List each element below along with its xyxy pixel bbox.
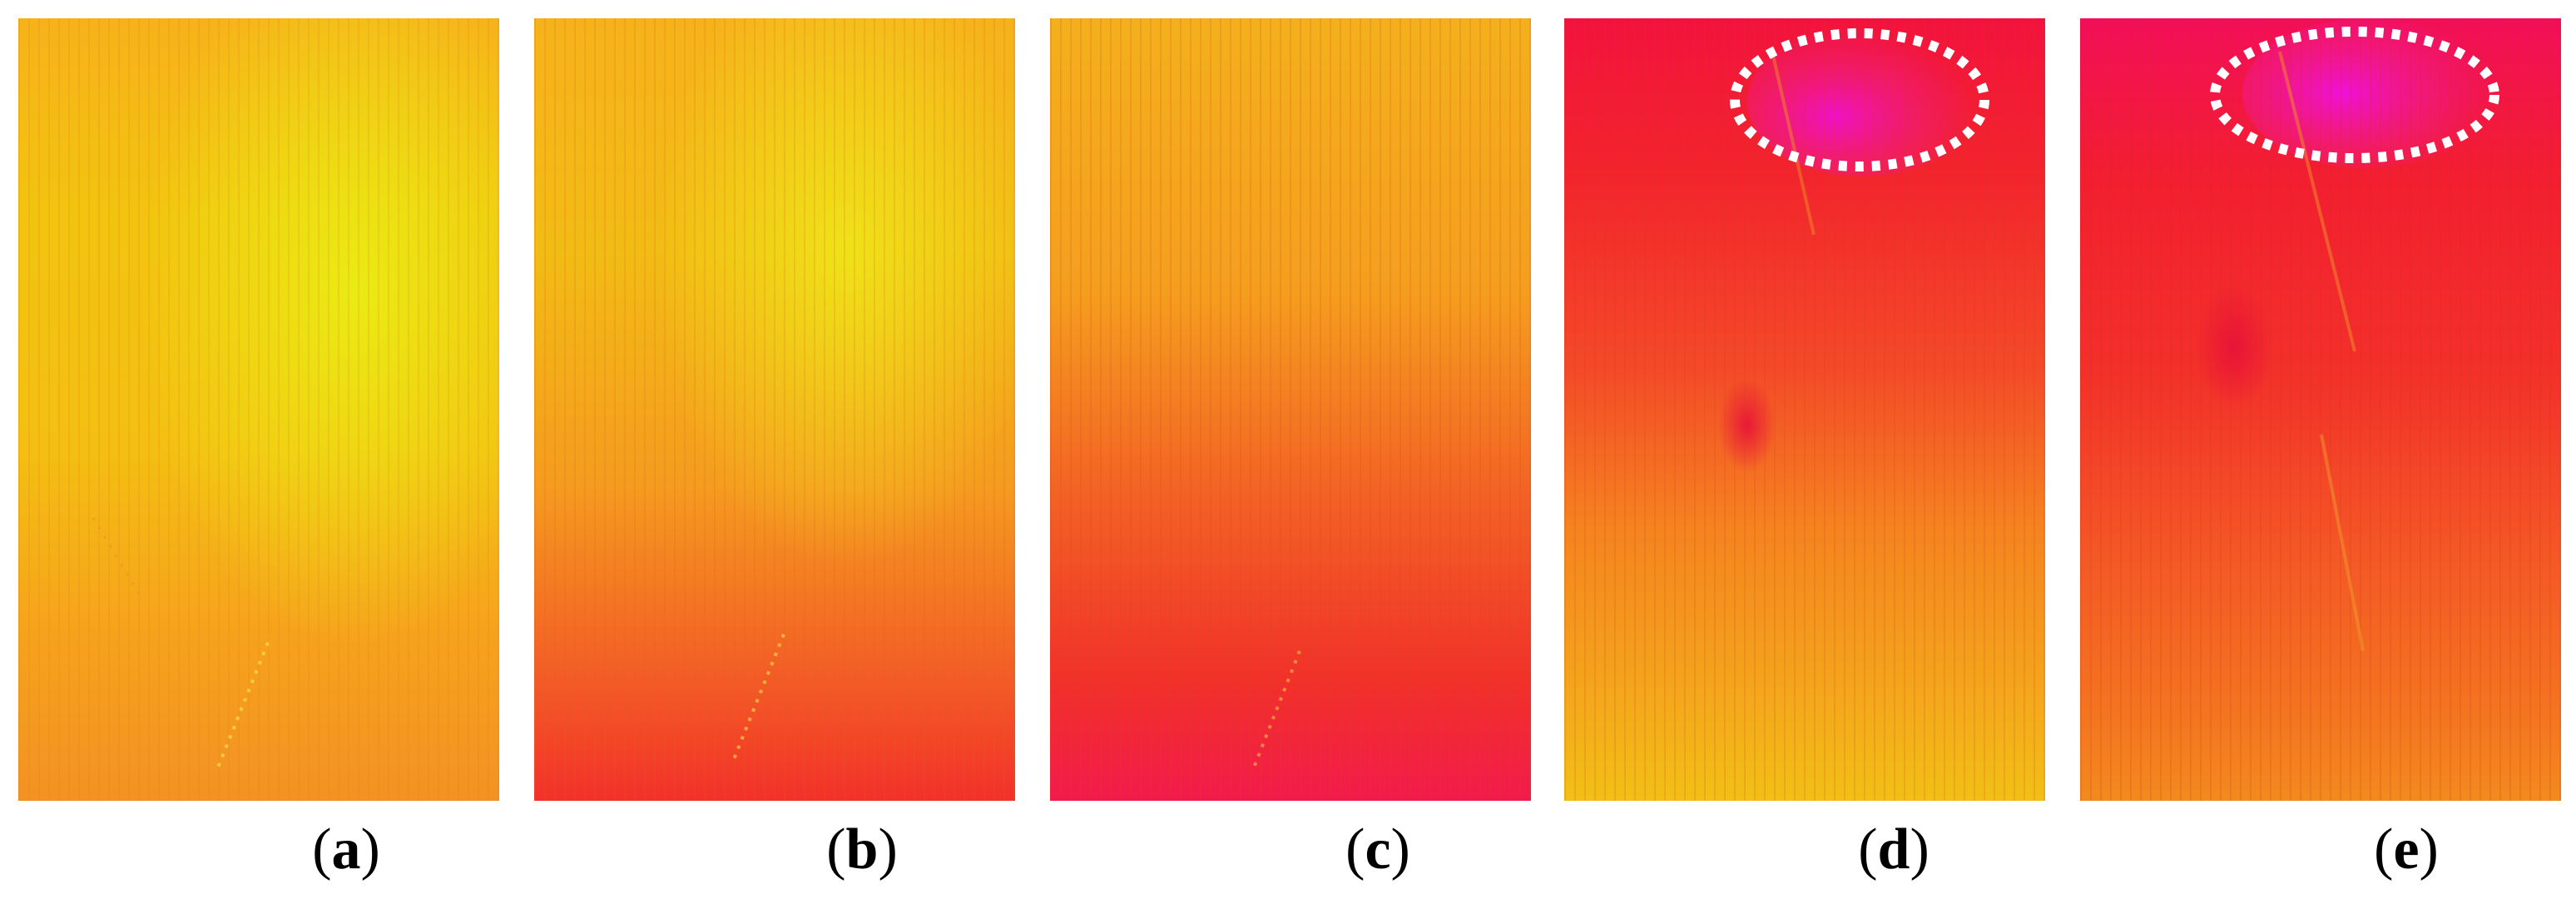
caption-c: (c) (1270, 812, 1486, 888)
caption-close-paren: ) (1910, 817, 1930, 882)
caption-open-paren: ( (826, 817, 846, 882)
caption-letter: e (2393, 817, 2420, 882)
caption-letter: d (1877, 817, 1910, 882)
highlight-ellipse-d (1730, 28, 1989, 171)
caption-e: (e) (2298, 812, 2514, 888)
caption-open-paren: ( (1858, 817, 1878, 882)
caption-a: (a) (238, 812, 454, 888)
thermal-image-panel-c (1050, 18, 1531, 801)
caption-close-paren: ) (1390, 817, 1410, 882)
caption-open-paren: ( (2374, 817, 2394, 882)
caption-open-paren: ( (1345, 817, 1365, 882)
caption-close-paren: ) (2419, 817, 2439, 882)
caption-letter: c (1365, 817, 1391, 882)
thermal-image-panel-b (534, 18, 1015, 801)
caption-close-paren: ) (878, 817, 898, 882)
caption-open-paren: ( (312, 817, 332, 882)
caption-b: (b) (754, 812, 970, 888)
caption-letter: b (845, 817, 879, 882)
highlight-ellipse-e (2210, 27, 2499, 163)
thermal-image-panel-e (2080, 18, 2561, 801)
thermal-image-panel-d (1564, 18, 2045, 801)
caption-d: (d) (1786, 812, 2002, 888)
caption-letter: a (331, 817, 361, 882)
caption-close-paren: ) (360, 817, 380, 882)
thermal-image-panel-a (18, 18, 499, 801)
